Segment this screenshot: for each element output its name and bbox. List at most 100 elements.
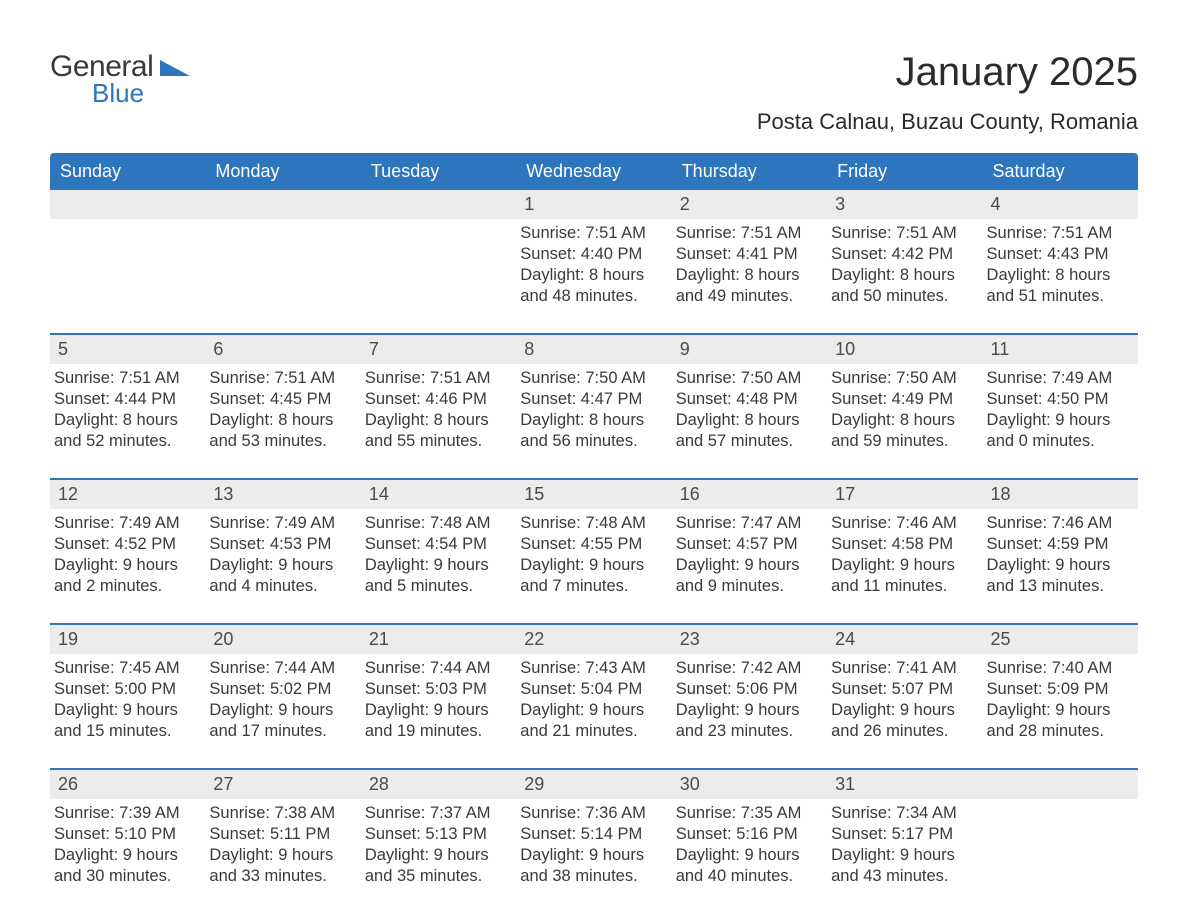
day-details: Sunrise: 7:49 AMSunset: 4:50 PMDaylight:… [983,364,1138,454]
day-details: Sunrise: 7:51 AMSunset: 4:40 PMDaylight:… [516,219,671,309]
week-row: Sunrise: 7:39 AMSunset: 5:10 PMDaylight:… [50,799,1138,891]
weekday: Monday [205,153,360,190]
day-cell: Sunrise: 7:35 AMSunset: 5:16 PMDaylight:… [672,799,827,891]
day-cell: Sunrise: 7:45 AMSunset: 5:00 PMDaylight:… [50,654,205,746]
sunrise-text: Sunrise: 7:46 AM [831,513,978,534]
daylight-text: and 21 minutes. [520,721,667,742]
day-details: Sunrise: 7:50 AMSunset: 4:48 PMDaylight:… [672,364,827,454]
daylight-text: and 57 minutes. [676,431,823,452]
sunset-text: Sunset: 4:59 PM [987,534,1134,555]
day-details: Sunrise: 7:51 AMSunset: 4:45 PMDaylight:… [205,364,360,454]
day-cell: Sunrise: 7:39 AMSunset: 5:10 PMDaylight:… [50,799,205,891]
daylight-text: and 33 minutes. [209,866,356,887]
day-number-cell [205,190,360,219]
sunset-text: Sunset: 4:53 PM [209,534,356,555]
sunrise-text: Sunrise: 7:34 AM [831,803,978,824]
day-cell: Sunrise: 7:49 AMSunset: 4:53 PMDaylight:… [205,509,360,601]
sunrise-text: Sunrise: 7:51 AM [365,368,512,389]
daylight-text: Daylight: 9 hours [365,700,512,721]
day-number-cell: 12 [50,480,205,509]
sunrise-text: Sunrise: 7:44 AM [365,658,512,679]
day-details: Sunrise: 7:36 AMSunset: 5:14 PMDaylight:… [516,799,671,889]
day-cell: Sunrise: 7:48 AMSunset: 4:54 PMDaylight:… [361,509,516,601]
day-number-cell: 10 [827,335,982,364]
day-number: 11 [991,339,1010,359]
day-cell: Sunrise: 7:36 AMSunset: 5:14 PMDaylight:… [516,799,671,891]
day-number-cell: 13 [205,480,360,509]
calendar: Sunday Monday Tuesday Wednesday Thursday… [50,153,1138,891]
day-number: 19 [58,629,78,649]
sunrise-text: Sunrise: 7:35 AM [676,803,823,824]
daylight-text: Daylight: 9 hours [54,845,201,866]
daylight-text: and 9 minutes. [676,576,823,597]
sunset-text: Sunset: 4:46 PM [365,389,512,410]
day-cell: Sunrise: 7:47 AMSunset: 4:57 PMDaylight:… [672,509,827,601]
day-details: Sunrise: 7:48 AMSunset: 4:55 PMDaylight:… [516,509,671,599]
day-number: 18 [991,484,1011,504]
day-number: 1 [524,194,534,214]
daylight-text: Daylight: 9 hours [520,555,667,576]
sunrise-text: Sunrise: 7:37 AM [365,803,512,824]
sunrise-text: Sunrise: 7:49 AM [209,513,356,534]
sunrise-text: Sunrise: 7:51 AM [831,223,978,244]
day-cell: Sunrise: 7:34 AMSunset: 5:17 PMDaylight:… [827,799,982,891]
logo-blue: Blue [92,78,194,109]
sunrise-text: Sunrise: 7:36 AM [520,803,667,824]
day-number-cell: 9 [672,335,827,364]
day-number: 10 [835,339,855,359]
day-cell: Sunrise: 7:37 AMSunset: 5:13 PMDaylight:… [361,799,516,891]
sunset-text: Sunset: 5:10 PM [54,824,201,845]
daylight-text: Daylight: 9 hours [54,555,201,576]
week-row: Sunrise: 7:51 AM Sunset: 4:40 PM Daylight:… [50,219,1138,311]
day-details: Sunrise: 7:48 AMSunset: 4:54 PMDaylight:… [361,509,516,599]
day-cell: Sunrise: 7:43 AMSunset: 5:04 PMDaylight:… [516,654,671,746]
day-details: Sunrise: 7:40 AMSunset: 5:09 PMDaylight:… [983,654,1138,744]
day-cell: Sunrise: 7:41 AMSunset: 5:07 PMDaylight:… [827,654,982,746]
day-cell: Sunrise: 7:46 AMSunset: 4:58 PMDaylight:… [827,509,982,601]
day-details: Sunrise: 7:39 AMSunset: 5:10 PMDaylight:… [50,799,205,889]
day-number-cell: 17 [827,480,982,509]
sunset-text: Sunset: 5:11 PM [209,824,356,845]
daylight-text: Daylight: 8 hours [831,410,978,431]
day-number-cell: 19 [50,625,205,654]
daylight-text: Daylight: 9 hours [365,845,512,866]
day-number: 15 [524,484,544,504]
day-number: 6 [213,339,223,359]
sunset-text: Sunset: 4:40 PM [520,244,667,265]
sunrise-text: Sunrise: 7:51 AM [676,223,823,244]
day-details: Sunrise: 7:51 AMSunset: 4:41 PMDaylight:… [672,219,827,309]
day-number: 25 [991,629,1011,649]
sunset-text: Sunset: 4:43 PM [987,244,1134,265]
sunset-text: Sunset: 4:54 PM [365,534,512,555]
daylight-text: Daylight: 8 hours [54,410,201,431]
day-number-cell: 24 [827,625,982,654]
daylight-text: Daylight: 8 hours [365,410,512,431]
daylight-text: and 50 minutes. [831,286,978,307]
daylight-text: and 52 minutes. [54,431,201,452]
daylight-text: and 53 minutes. [209,431,356,452]
sunset-text: Sunset: 4:50 PM [987,389,1134,410]
daylight-text: Daylight: 9 hours [520,845,667,866]
daylight-text: Daylight: 8 hours [676,265,823,286]
day-cell: Sunrise: 7:51 AMSunset: 4:43 PMDaylight:… [983,219,1138,311]
sunset-text: Sunset: 5:02 PM [209,679,356,700]
sunrise-text: Sunrise: 7:41 AM [831,658,978,679]
day-number: 17 [835,484,855,504]
day-number-cell: 5 [50,335,205,364]
sunset-text: Sunset: 5:07 PM [831,679,978,700]
day-cell [983,799,1138,891]
day-number-cell: 3 [827,190,982,219]
day-number: 8 [524,339,534,359]
day-number-cell: 4 [983,190,1138,219]
day-number-cell: 20 [205,625,360,654]
sunset-text: Sunset: 4:57 PM [676,534,823,555]
day-details: Sunrise: 7:45 AMSunset: 5:00 PMDaylight:… [50,654,205,744]
weekday: Wednesday [516,153,671,190]
day-details: Sunrise: 7:47 AMSunset: 4:57 PMDaylight:… [672,509,827,599]
day-cell: Sunrise: 7:50 AMSunset: 4:48 PMDaylight:… [672,364,827,456]
daylight-text: and 7 minutes. [520,576,667,597]
daylight-text: Daylight: 8 hours [520,410,667,431]
day-number-cell: 30 [672,770,827,799]
daylight-text: Daylight: 9 hours [987,410,1134,431]
day-details: Sunrise: 7:37 AMSunset: 5:13 PMDaylight:… [361,799,516,889]
